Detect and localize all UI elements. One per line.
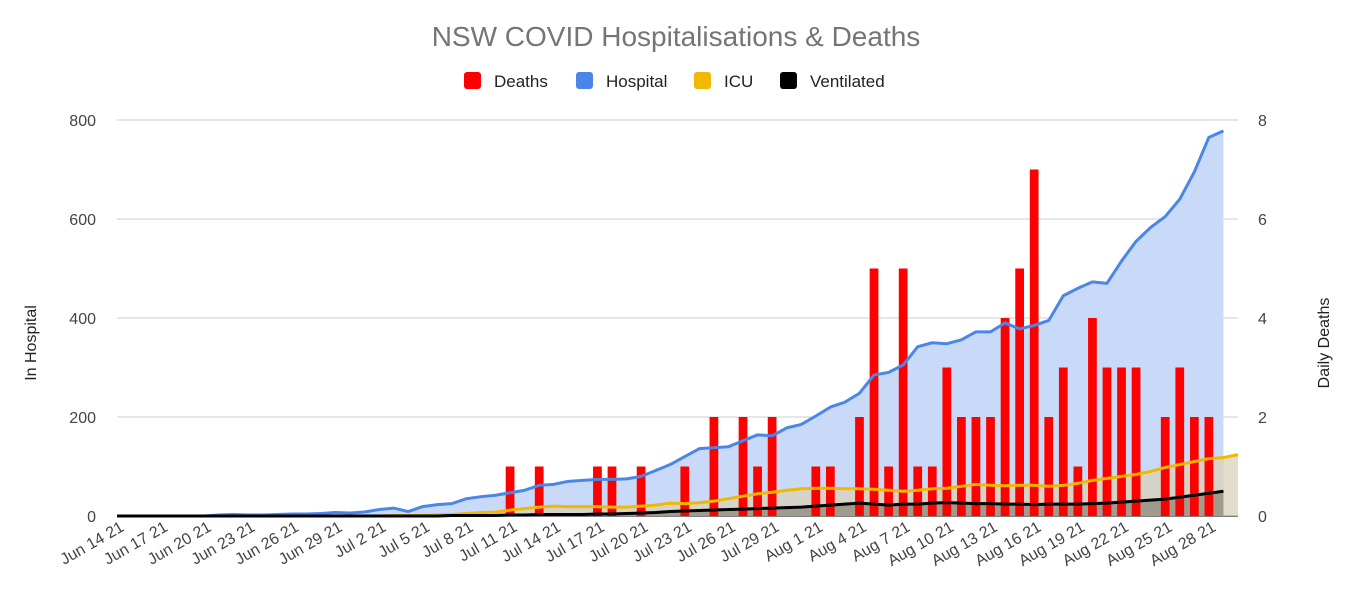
line-hospital: [117, 129, 1225, 518]
death-bar: [1175, 367, 1185, 516]
death-bar: [1029, 169, 1039, 516]
death-bar: [1102, 367, 1112, 516]
right-axis-ticks: 0 2 4 6 8: [1258, 113, 1267, 526]
legend-swatch-ventilated: [780, 72, 797, 89]
death-bar: [636, 466, 646, 516]
death-bar: [753, 466, 762, 516]
death-bar: [1000, 318, 1010, 516]
right-tick-label: 6: [1258, 212, 1267, 229]
area-hospital: [117, 130, 1224, 516]
right-tick-label: 8: [1258, 113, 1267, 130]
death-bar: [1058, 367, 1068, 516]
death-bar: [1204, 417, 1214, 516]
death-bar: [1073, 466, 1083, 516]
death-bar: [680, 466, 690, 516]
legend-label-hospital: Hospital: [606, 72, 667, 91]
death-bar: [1015, 268, 1024, 516]
death-bar: [709, 417, 719, 516]
left-tick-label: 800: [69, 113, 96, 130]
death-bar: [1117, 367, 1126, 516]
death-bar: [593, 466, 602, 516]
line-series: [117, 129, 1239, 518]
death-bar: [855, 417, 864, 516]
death-bar: [898, 268, 908, 516]
left-tick-label: 600: [69, 212, 96, 229]
death-bar: [534, 466, 544, 516]
left-axis-ticks: 0 200 400 600 800: [69, 113, 96, 526]
death-bar: [1189, 417, 1199, 516]
chart-title: NSW COVID Hospitalisations & Deaths: [432, 21, 921, 52]
area-series: [117, 130, 1238, 516]
legend-label-deaths: Deaths: [494, 72, 548, 91]
line-ventilated: [117, 489, 1224, 518]
legend-label-ventilated: Ventilated: [810, 72, 885, 91]
right-tick-label: 2: [1258, 410, 1267, 427]
legend-swatch-icu: [694, 72, 711, 89]
left-tick-label: 200: [69, 410, 96, 427]
death-bar: [826, 466, 835, 516]
right-tick-label: 4: [1258, 311, 1267, 328]
death-bar: [1044, 417, 1054, 516]
death-bar: [869, 268, 879, 516]
death-bar: [811, 466, 821, 516]
legend-label-icu: ICU: [724, 72, 753, 91]
right-axis-title: Daily Deaths: [1316, 298, 1333, 389]
left-tick-label: 0: [87, 509, 96, 526]
death-bar: [986, 417, 995, 516]
right-tick-label: 0: [1258, 509, 1267, 526]
death-bar: [607, 466, 617, 516]
death-bar: [942, 367, 952, 516]
death-bar: [971, 417, 981, 516]
left-axis-title: In Hospital: [23, 305, 40, 381]
legend-swatch-deaths: [464, 72, 481, 89]
death-bar: [1088, 318, 1097, 516]
death-bar: [957, 417, 966, 516]
death-bar: [1131, 367, 1141, 516]
death-bar: [738, 417, 748, 516]
legend-swatch-hospital: [576, 72, 593, 89]
death-bar: [767, 417, 777, 516]
death-bar: [927, 466, 937, 516]
legend: Deaths Hospital ICU Ventilated: [464, 72, 885, 91]
left-tick-label: 400: [69, 311, 96, 328]
